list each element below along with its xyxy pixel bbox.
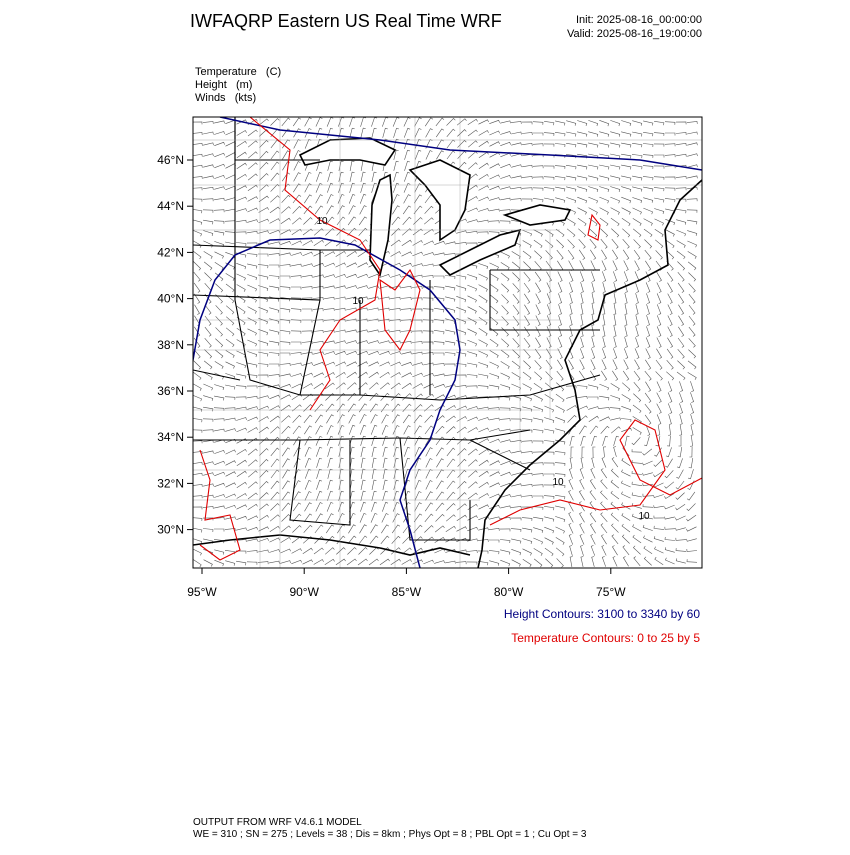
height-legend: Height Contours: 3100 to 3340 by 60 — [504, 607, 700, 621]
lon-label: 75°W — [596, 585, 626, 599]
contour-label: 10 — [552, 477, 564, 488]
lat-label: 42°N — [157, 245, 184, 259]
footer-line: WE = 310 ; SN = 275 ; Levels = 38 ; Dis … — [193, 829, 587, 840]
county-grid — [193, 117, 702, 568]
lat-label: 38°N — [157, 338, 184, 352]
height-contours — [193, 117, 702, 568]
title: IWFAQRP Eastern US Real Time WRF — [190, 11, 502, 31]
field-label: Height (m) — [195, 79, 252, 91]
lat-label: 32°N — [157, 476, 184, 490]
lat-label: 44°N — [157, 199, 184, 213]
map-frame — [192, 116, 703, 569]
contour-label: 10 — [316, 216, 328, 227]
lat-label: 46°N — [157, 153, 184, 167]
map-ticks: 46°N 44°N 42°N 40°N 38°N 36°N 34°N 32°N 30°N 95°W… — [157, 153, 626, 599]
field-label: Temperature (C) — [195, 66, 281, 78]
lat-label: 36°N — [157, 384, 184, 398]
init-time: Init: 2025-08-16_00:00:00 — [576, 14, 702, 26]
state-borders — [193, 117, 601, 541]
footer-line: OUTPUT FROM WRF V4.6.1 MODEL — [193, 817, 362, 828]
map: 10 10 10 10 46°N 44°N 42°N 40°N 38°N 36°N 34°N… — [157, 116, 703, 599]
lon-label: 90°W — [289, 585, 319, 599]
field-label: Winds (kts) — [195, 92, 256, 104]
valid-time: Valid: 2025-08-16_19:00:00 — [567, 28, 702, 40]
contour-label: 10 — [638, 511, 650, 522]
contour-label: 10 — [352, 296, 364, 307]
temperature-contours — [199, 117, 702, 561]
lon-label: 95°W — [187, 585, 217, 599]
temperature-legend: Temperature Contours: 0 to 25 by 5 — [511, 631, 700, 645]
lat-label: 30°N — [157, 523, 184, 537]
lon-label: 85°W — [392, 585, 422, 599]
contour-labels: 10 10 10 10 — [316, 216, 650, 522]
lat-label: 34°N — [157, 430, 184, 444]
lon-label: 80°W — [494, 585, 524, 599]
map-layers: 10 10 10 10 — [193, 117, 702, 568]
lat-label: 40°N — [157, 292, 184, 306]
